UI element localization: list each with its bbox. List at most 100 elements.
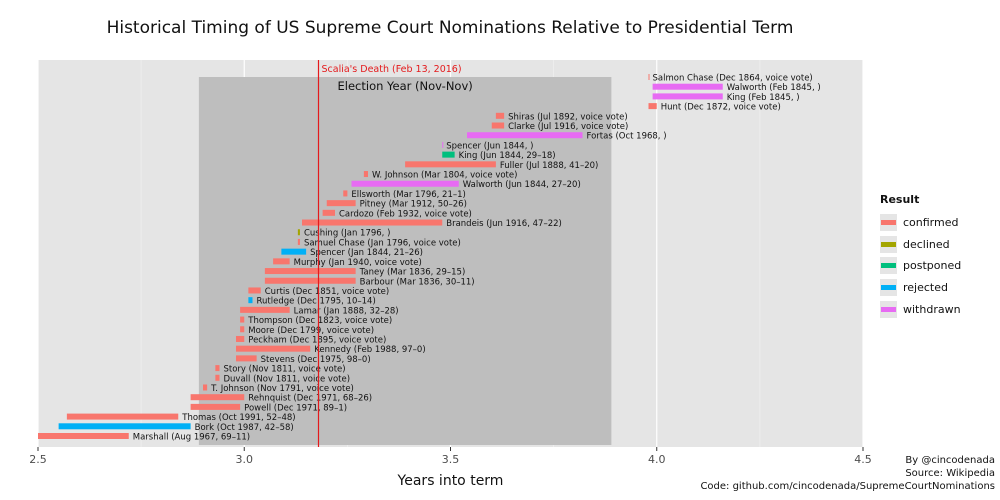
bar-confirmed xyxy=(66,413,179,420)
bar-confirmed xyxy=(240,316,245,323)
bar-label: Lamar (Jan 1888, 32–28) xyxy=(294,306,399,316)
bar-label: Bork (Oct 1987, 42–58) xyxy=(195,423,294,433)
x-axis-label: Years into term xyxy=(397,473,504,489)
bar-confirmed xyxy=(322,209,335,216)
bar-withdrawn xyxy=(652,93,723,100)
bar-confirmed xyxy=(491,122,505,129)
legend-title: Result xyxy=(880,193,920,206)
bar-confirmed xyxy=(326,200,356,207)
bar-label: Spencer (Jun 1844, ) xyxy=(446,141,533,151)
bar-label: Duvall (Nov 1811, voice vote) xyxy=(224,374,351,384)
legend-swatch xyxy=(880,214,897,232)
bar-label: Brandeis (Jun 1916, 47–22) xyxy=(446,219,562,229)
legend-item-declined: declined xyxy=(880,234,995,256)
legend-item-postponed: postponed xyxy=(880,255,995,277)
bar-label: T. Johnson (Nov 1791, voice vote) xyxy=(210,384,354,394)
bar-label: Stevens (Dec 1975, 98–0) xyxy=(261,355,371,365)
bar-rejected xyxy=(248,297,253,304)
bar-label: Fuller (Jul 1888, 41–20) xyxy=(500,161,598,171)
bar-label: Kennedy (Feb 1988, 97–0) xyxy=(314,345,425,355)
election-year-region xyxy=(198,77,612,445)
legend-swatch xyxy=(880,300,897,318)
bar-confirmed xyxy=(38,433,129,439)
x-tick-label: 3.0 xyxy=(236,453,254,466)
credits-source: Source: Wikipedia xyxy=(905,468,995,479)
legend-swatch xyxy=(880,257,897,275)
bar-confirmed xyxy=(297,238,300,245)
bar-label: Walworth (Feb 1845, ) xyxy=(727,83,821,93)
bar-withdrawn xyxy=(351,180,459,187)
bar-label: King (Feb 1845, ) xyxy=(727,93,800,103)
bar-label: Ellsworth (Mar 1796, 21–1) xyxy=(351,190,465,200)
bar-label: Curtis (Dec 1851, voice vote) xyxy=(265,287,389,297)
bar-label: Pitney (Mar 1912, 50–26) xyxy=(360,200,467,210)
bar-label: Clarke (Jul 1916, voice vote) xyxy=(508,122,628,132)
bar-label: Samuel Chase (Jan 1796, voice vote) xyxy=(304,238,461,248)
x-tick-label: 2.5 xyxy=(29,453,47,466)
legend-item-confirmed: confirmed xyxy=(880,212,995,234)
bar-confirmed xyxy=(236,335,245,342)
bar-label: Powell (Dec 1971, 89–1) xyxy=(244,403,347,413)
bar-label: Spencer (Jan 1844, 21–26) xyxy=(310,248,423,258)
bar-withdrawn xyxy=(467,132,583,139)
bar-confirmed xyxy=(236,355,257,362)
bar-postponed xyxy=(442,151,455,158)
bar-label: Walworth (Jun 1844, 27–20) xyxy=(463,180,581,190)
x-tick-label: 4.0 xyxy=(648,453,666,466)
scalia-death-label: Scalia's Death (Feb 13, 2016) xyxy=(322,64,462,75)
bar-confirmed xyxy=(190,403,241,410)
credits-code: Code: github.com/cincodenada/SupremeCour… xyxy=(700,481,995,492)
legend-label: rejected xyxy=(903,281,948,295)
bar-confirmed xyxy=(273,258,290,265)
legend: Result confirmed declined postponed rejecte… xyxy=(880,193,995,320)
bar-confirmed xyxy=(248,287,261,294)
bar-label: Murphy (Jan 1940, voice vote) xyxy=(294,258,422,268)
bar-label: Fortas (Oct 1968, ) xyxy=(587,132,667,142)
bar-label: King (Jun 1844, 29–18) xyxy=(459,151,556,161)
bar-label: Taney (Mar 1836, 29–15) xyxy=(359,268,466,278)
credits: By @cincodenada Source: Wikipedia Code: … xyxy=(700,454,995,493)
bar-withdrawn xyxy=(652,83,723,90)
bar-confirmed xyxy=(203,384,208,391)
bar-confirmed xyxy=(264,268,356,275)
bar-label: Shiras (Jul 1892, voice vote) xyxy=(508,112,628,122)
x-tick-label: 3.5 xyxy=(442,453,460,466)
bar-confirmed xyxy=(215,374,220,381)
legend-swatch xyxy=(880,235,897,253)
bar-label: W. Johnson (Mar 1804, voice vote) xyxy=(372,171,517,181)
bar-label: Cushing (Jan 1796, ) xyxy=(304,229,390,239)
bar-label: Rutledge (Dec 1795, 10–14) xyxy=(257,297,376,307)
bar-confirmed xyxy=(343,190,348,197)
bar-confirmed xyxy=(240,326,245,333)
bar-label: Moore (Dec 1799, voice vote) xyxy=(248,326,374,336)
bar-label: Hunt (Dec 1872, voice vote) xyxy=(661,103,781,113)
bar-label: Cardozo (Feb 1932, voice vote) xyxy=(339,209,472,219)
legend-label: withdrawn xyxy=(903,302,961,316)
bar-label: Peckham (Dec 1895, voice vote) xyxy=(248,335,386,345)
legend-swatch xyxy=(880,279,897,297)
bar-label: Rehnquist (Dec 1971, 68–26) xyxy=(248,394,372,404)
bar-confirmed xyxy=(302,219,443,226)
bar-confirmed xyxy=(190,394,245,401)
bar-rejected xyxy=(281,248,307,255)
bar-confirmed xyxy=(215,365,220,372)
bar-label: Marshall (Aug 1967, 69–11) xyxy=(133,433,250,443)
bar-label: Salmon Chase (Dec 1864, voice vote) xyxy=(653,74,813,84)
bar-confirmed xyxy=(648,103,657,110)
bar-declined xyxy=(297,229,300,236)
bar-confirmed xyxy=(405,161,496,168)
legend-label: confirmed xyxy=(903,216,959,230)
bar-confirmed xyxy=(240,306,290,313)
bar-confirmed xyxy=(264,277,356,284)
bar-label: Barbour (Mar 1836, 30–11) xyxy=(360,277,475,287)
election-year-label: Election Year (Nov-Nov) xyxy=(338,79,473,93)
bar-confirmed xyxy=(495,112,505,119)
bar-confirmed xyxy=(363,171,368,178)
bar-withdrawn xyxy=(442,141,444,148)
legend-label: declined xyxy=(903,237,950,251)
chart-title: Historical Timing of US Supreme Court No… xyxy=(106,18,794,38)
legend-item-withdrawn: withdrawn xyxy=(880,298,995,320)
bar-label: Thompson (Dec 1823, voice vote) xyxy=(247,316,392,326)
credits-author: By @cincodenada xyxy=(905,455,995,466)
